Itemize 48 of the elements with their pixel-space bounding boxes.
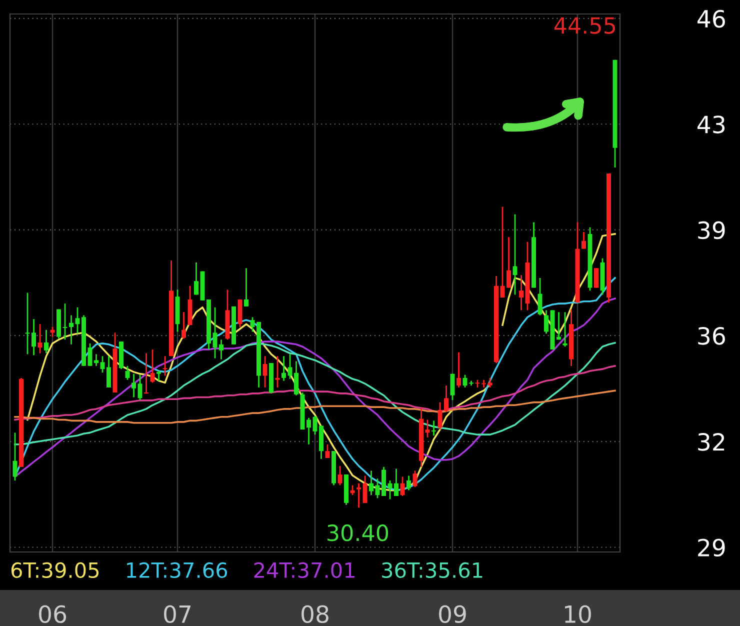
- candlestick: [182, 311, 186, 340]
- candlestick: [69, 314, 74, 346]
- candlestick: [594, 267, 598, 288]
- candlestick: [38, 323, 42, 354]
- x-tick-label: 06: [39, 605, 66, 624]
- candlestick: [456, 352, 461, 388]
- candlestick: [519, 274, 524, 311]
- candlestick: [132, 373, 136, 398]
- text: 12T:37.66: [127, 562, 228, 578]
- text: 36T:35.61: [382, 562, 482, 578]
- candlestick: [412, 470, 418, 488]
- candlestick: [432, 420, 436, 436]
- x-tick-label: 08: [302, 605, 328, 624]
- y-tick-label: 46: [698, 10, 725, 28]
- y-tick-label: 32: [698, 433, 724, 451]
- x-tick-label: 09: [439, 605, 466, 624]
- text: 24T:37.01: [254, 562, 354, 578]
- candlestick: [450, 373, 455, 401]
- y-tick-label: 36: [698, 326, 725, 345]
- line-series: [14, 342, 616, 446]
- annotation: 44.55: [554, 17, 616, 34]
- candlestick: [275, 355, 280, 388]
- candlestick: [156, 370, 161, 382]
- candlestick: [325, 444, 330, 459]
- candlestick: [144, 352, 148, 394]
- candlestick: [44, 329, 48, 354]
- x-tick-label: 10: [565, 605, 591, 624]
- annotation: 30.40: [328, 524, 388, 542]
- candlestick: [244, 267, 248, 308]
- line-series: [14, 298, 616, 478]
- candlestick: [62, 302, 68, 340]
- candlestick: [512, 214, 518, 296]
- candlestick: [406, 475, 411, 491]
- candlestick: [338, 465, 342, 486]
- text: 6T:39.05: [11, 562, 99, 578]
- candlestick: [12, 432, 18, 482]
- candlestick: [538, 277, 542, 316]
- y-tick-label: 29: [698, 538, 725, 557]
- candlestick: [262, 355, 268, 388]
- y-tick-label: 39: [698, 221, 725, 240]
- candlestick: [125, 365, 130, 381]
- candlestick: [162, 355, 168, 376]
- x-tick-label: 07: [164, 605, 191, 624]
- candlestick: [562, 311, 568, 348]
- candlestick: [582, 231, 586, 250]
- y-tick-label: 43: [698, 116, 725, 134]
- candlestick: [219, 338, 224, 360]
- candlestick: [400, 476, 405, 497]
